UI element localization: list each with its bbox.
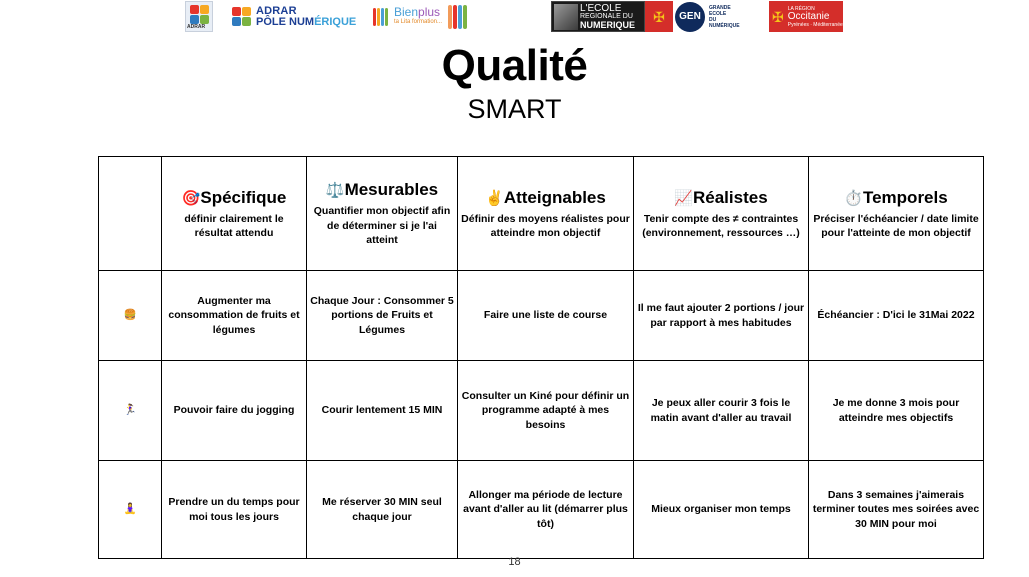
adrar-logo: ADRAR (185, 1, 213, 32)
table-cell: Augmenter ma consommation de fruits et l… (161, 270, 307, 361)
page-number: 18 (508, 556, 521, 568)
table-cell: Échéancier : D'ici le 31Mai 2022 (808, 270, 984, 361)
header-specifique: 🎯Spécifique définir clairement le résult… (161, 156, 307, 271)
ecole-regionale-numerique-logo: L'ECOLE REGIONALE DU NUMERIQUE (551, 1, 645, 32)
smart-table: 🎯Spécifique définir clairement le résult… (98, 156, 984, 559)
gen-logo: GEN GRANDE ECOLE DU NUMÉRIQUE (675, 1, 755, 32)
header-realistes: 📈Réalistes Tenir compte des ≠ contrainte… (633, 156, 809, 271)
meditation-icon: 🧘‍♀️ (98, 460, 162, 559)
scales-icon: ⚖️ (325, 182, 345, 200)
header-temporels: ⏱️Temporels Préciser l'échéancier / date… (808, 156, 984, 271)
table-cell: Je peux aller courir 3 fois le matin ava… (633, 360, 809, 461)
header-mesurables: ⚖️Mesurables Quantifier mon objectif afi… (306, 156, 458, 271)
page-subtitle: SMART (467, 94, 562, 124)
table-cell: Me réserver 30 MIN seul chaque jour (306, 460, 458, 559)
table-cell: Pouvoir faire du jogging (161, 360, 307, 461)
table-cell: Il me faut ajouter 2 portions / jour par… (633, 270, 809, 361)
table-cell: Faire une liste de course (457, 270, 634, 361)
bienplus-logo: Bienplus ta Lita formation... (373, 1, 483, 32)
table-cell: Courir lentement 15 MIN (306, 360, 458, 461)
partner-logos: ADRAR ADRAR PÔLE NUMÉRIQUE Bienplus ta L… (185, 0, 845, 34)
table-cell: Allonger ma période de lecture avant d'a… (457, 460, 634, 559)
corner-cell (98, 156, 162, 271)
table-row: 🏃‍♀️ Pouvoir faire du jogging Courir len… (98, 360, 984, 461)
adrar-pole-numerique-logo: ADRAR PÔLE NUMÉRIQUE (232, 1, 357, 32)
chart-increasing-icon: 📈 (674, 189, 693, 207)
page-title: Qualité (441, 41, 588, 90)
occitanie-small-logo: ✠ (645, 1, 673, 32)
table-cell: Chaque Jour : Consommer 5 portions de Fr… (306, 270, 458, 361)
header-atteignables: ✌️Atteignables Définir des moyens réalis… (457, 156, 634, 271)
runner-icon: 🏃‍♀️ (98, 360, 162, 461)
occitan-cross-icon: ✠ (772, 8, 784, 25)
table-row: 🧘‍♀️ Prendre un du temps pour moi tous l… (98, 460, 984, 559)
table-cell: Dans 3 semaines j'aimerais terminer tout… (808, 460, 984, 559)
header-row: 🎯Spécifique définir clairement le résult… (98, 156, 984, 271)
region-occitanie-logo: ✠ LA RÉGION Occitanie Pyrénées · Méditer… (769, 1, 843, 32)
table-cell: Consulter un Kiné pour définir un progra… (457, 360, 634, 461)
table-row: 🍔 Augmenter ma consommation de fruits et… (98, 270, 984, 361)
stopwatch-icon: ⏱️ (844, 189, 863, 207)
table-cell: Mieux organiser mon temps (633, 460, 809, 559)
occitan-cross-icon: ✠ (653, 8, 665, 25)
table-cell: Je me donne 3 mois pour atteindre mes ob… (808, 360, 984, 461)
victory-hand-icon: ✌️ (485, 189, 504, 207)
table-cell: Prendre un du temps pour moi tous les jo… (161, 460, 307, 559)
burger-icon: 🍔 (98, 270, 162, 361)
target-icon: 🎯 (181, 189, 201, 207)
